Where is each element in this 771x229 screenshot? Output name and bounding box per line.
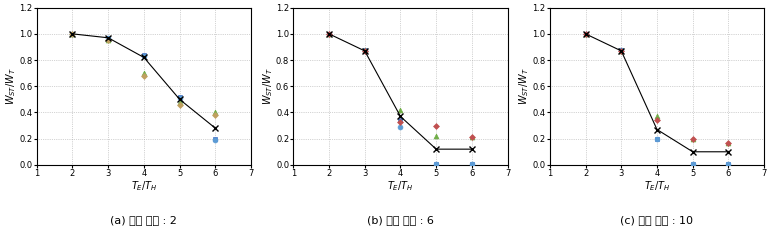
X-axis label: $T_E/T_H$: $T_E/T_H$ (130, 180, 157, 193)
X-axis label: $T_E/T_H$: $T_E/T_H$ (387, 180, 414, 193)
Text: (a) 변형 비율 : 2: (a) 변형 비율 : 2 (110, 215, 177, 225)
Text: (b) 변형 비율 : 6: (b) 변형 비율 : 6 (367, 215, 434, 225)
Text: (c) 변형 비율 : 10: (c) 변형 비율 : 10 (621, 215, 693, 225)
X-axis label: $T_E/T_H$: $T_E/T_H$ (644, 180, 670, 193)
Y-axis label: $W_{ST}/W_T$: $W_{ST}/W_T$ (4, 67, 18, 105)
Y-axis label: $W_{ST}/W_T$: $W_{ST}/W_T$ (261, 67, 274, 105)
Y-axis label: $W_{ST}/W_T$: $W_{ST}/W_T$ (517, 67, 531, 105)
